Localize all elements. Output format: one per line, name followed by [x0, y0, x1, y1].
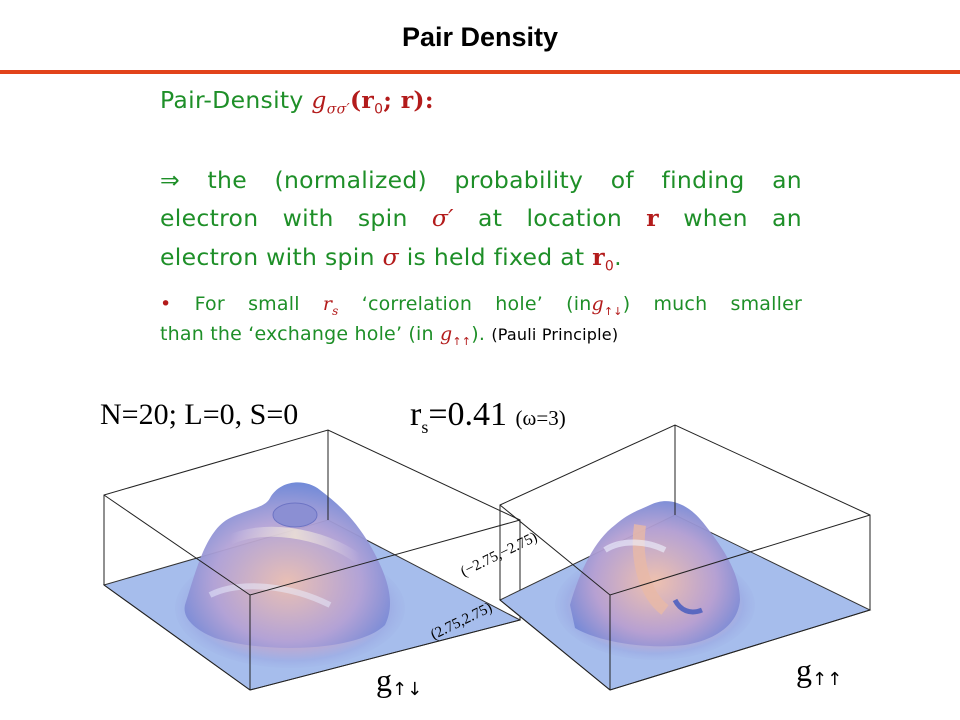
- meaning-line-2: electron with spin σ′ at location r when…: [160, 204, 802, 232]
- plot-box: [103, 429, 521, 691]
- surface-hill: [570, 501, 740, 647]
- meaning-line-1: ⇒ the (normalized) probability of findin…: [160, 166, 802, 194]
- note-line-1: • For small rs ‘correlation hole’ (ing↑↓…: [160, 293, 802, 318]
- plot-label-up-up: g↑↑: [796, 652, 843, 691]
- pauli-note: (Pauli Principle): [491, 325, 619, 344]
- bullet: •: [160, 293, 172, 315]
- title-underline: [0, 70, 960, 74]
- system-parameters: N=20; L=0, S=0: [100, 398, 299, 431]
- plot-g-up-down: [102, 429, 522, 691]
- note-line-2: than the ‘exchange hole’ (in g↑↑). (Paul…: [160, 323, 619, 348]
- definition-line: Pair-Density gσσ′(r0; r):: [160, 86, 434, 118]
- plot-box: [499, 424, 871, 691]
- surface-hill: [184, 482, 390, 648]
- meaning-line-3: electron with spin σ is held fixed at r0…: [160, 243, 622, 275]
- definition-label: Pair-Density: [160, 86, 304, 114]
- page-title: Pair Density: [401, 22, 559, 52]
- plot-g-up-up: [499, 424, 872, 691]
- plot-label-up-down: g↑↓: [376, 662, 423, 701]
- rs-parameter: rs=0.41 (ω=3): [410, 396, 566, 437]
- surface-hole: [272, 502, 318, 528]
- definition-formula: gσσ′(r0; r):: [311, 86, 434, 118]
